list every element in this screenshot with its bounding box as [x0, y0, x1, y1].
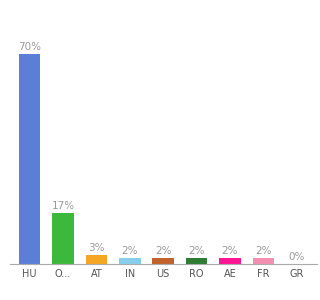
- Text: 2%: 2%: [222, 246, 238, 256]
- Text: 17%: 17%: [52, 201, 75, 211]
- Bar: [52, 213, 74, 264]
- Bar: [19, 54, 41, 264]
- Bar: [219, 258, 241, 264]
- Bar: [152, 258, 174, 264]
- Bar: [252, 258, 274, 264]
- Text: 3%: 3%: [88, 243, 105, 253]
- Bar: [186, 258, 207, 264]
- Bar: [85, 255, 107, 264]
- Text: 2%: 2%: [155, 246, 172, 256]
- Bar: [119, 258, 141, 264]
- Text: 2%: 2%: [122, 246, 138, 256]
- Text: 2%: 2%: [188, 246, 205, 256]
- Text: 70%: 70%: [18, 42, 41, 52]
- Text: 2%: 2%: [255, 246, 272, 256]
- Text: 0%: 0%: [289, 252, 305, 262]
